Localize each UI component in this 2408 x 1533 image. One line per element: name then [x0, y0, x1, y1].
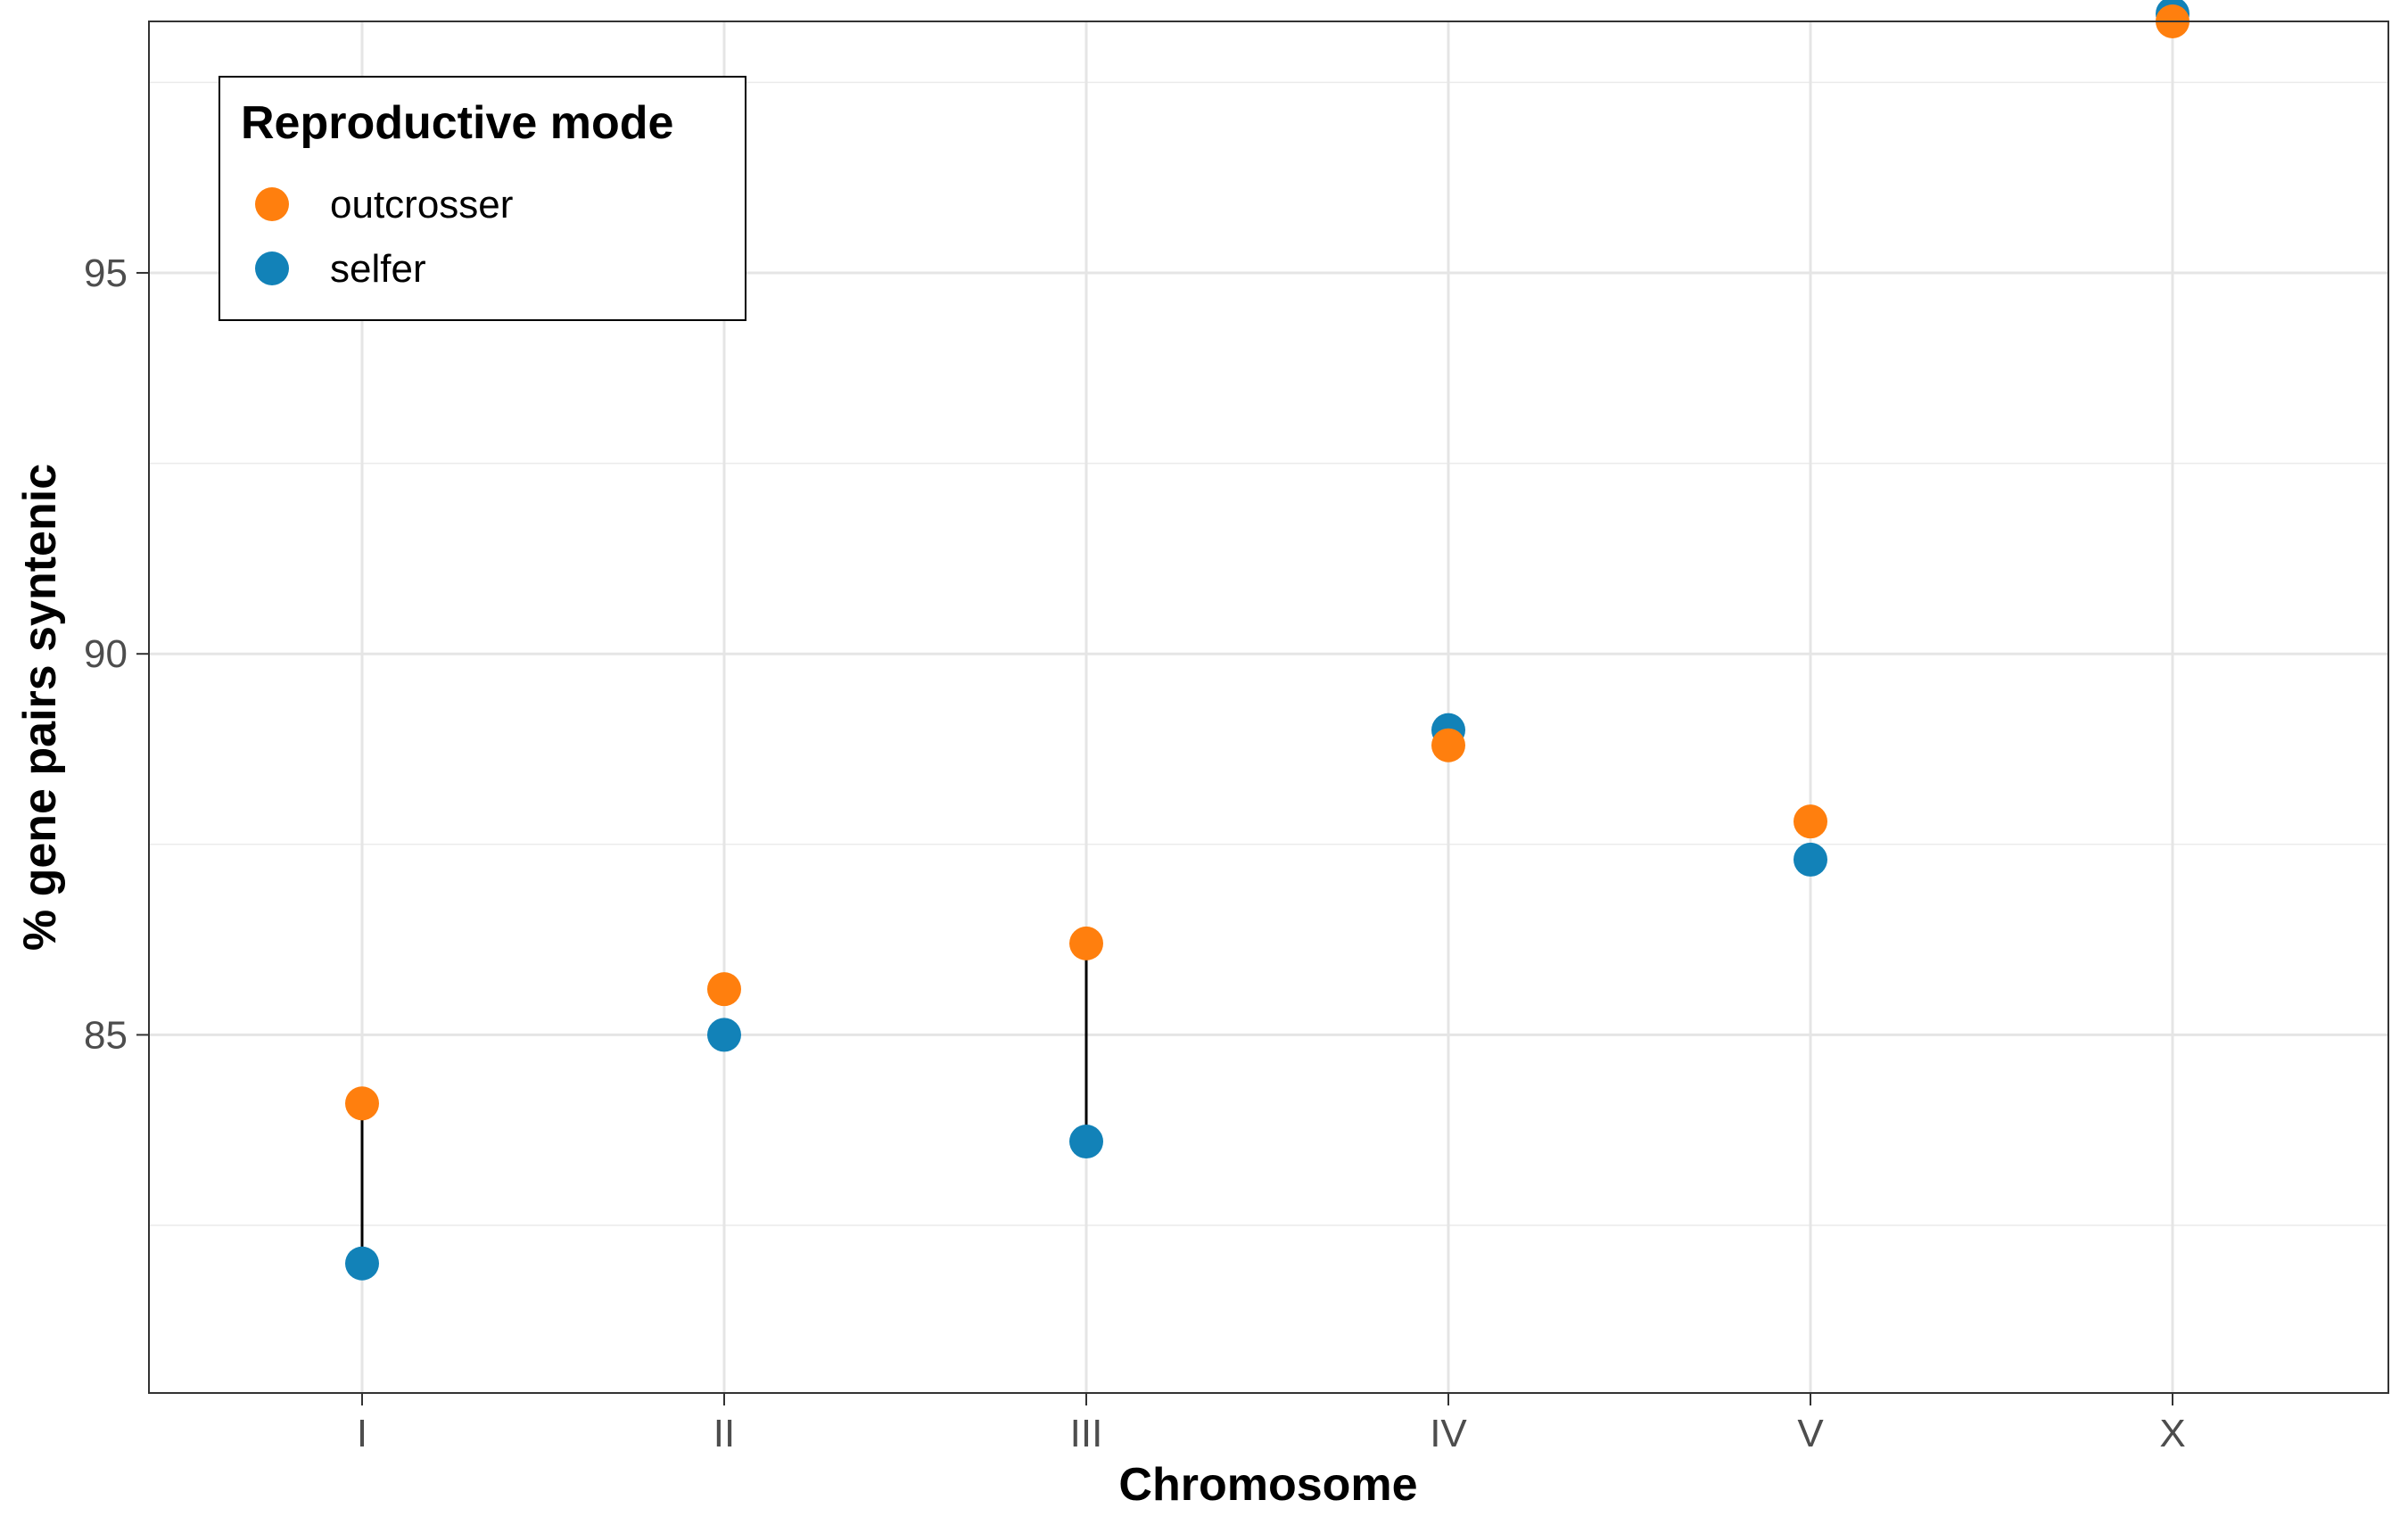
x-tick-label: X	[2159, 1412, 2185, 1455]
y-tick-label: 95	[84, 251, 128, 295]
legend: Reproductive mode outcrosser selfer	[219, 76, 746, 321]
y-tick-label: 90	[84, 632, 128, 676]
point-selfer	[1069, 1125, 1103, 1159]
y-axis: 85 90 95	[84, 251, 149, 1057]
point-selfer	[1794, 842, 1827, 877]
point-selfer	[707, 1018, 741, 1052]
point-outcrosser	[1069, 926, 1103, 960]
y-tick-label: 85	[84, 1013, 128, 1057]
legend-box	[219, 76, 746, 321]
y-axis-title: % gene pairs syntenic	[14, 464, 66, 951]
legend-title: Reproductive mode	[241, 97, 673, 149]
x-tick-label: III	[1070, 1412, 1103, 1455]
legend-label-outcrosser: outcrosser	[330, 183, 513, 227]
data-points	[345, 0, 2189, 1281]
legend-key-selfer	[255, 251, 289, 285]
connectors	[360, 943, 1088, 1264]
x-axis-title: Chromosome	[1118, 1459, 1417, 1511]
legend-items: outcrosser selfer	[255, 183, 513, 291]
point-outcrosser	[1794, 804, 1827, 839]
legend-label-selfer: selfer	[330, 247, 426, 291]
x-tick-label: IV	[1430, 1412, 1467, 1455]
point-outcrosser	[345, 1086, 379, 1121]
point-selfer	[345, 1246, 379, 1281]
legend-key-outcrosser	[255, 187, 289, 221]
x-tick-label: I	[357, 1412, 367, 1455]
x-tick-label: II	[713, 1412, 735, 1455]
point-outcrosser	[1431, 728, 1465, 762]
x-tick-label: V	[1797, 1412, 1824, 1455]
plot-panel-border	[148, 21, 2389, 1394]
point-outcrosser	[707, 972, 741, 1007]
x-axis: I II III IV V X	[357, 1393, 2186, 1455]
